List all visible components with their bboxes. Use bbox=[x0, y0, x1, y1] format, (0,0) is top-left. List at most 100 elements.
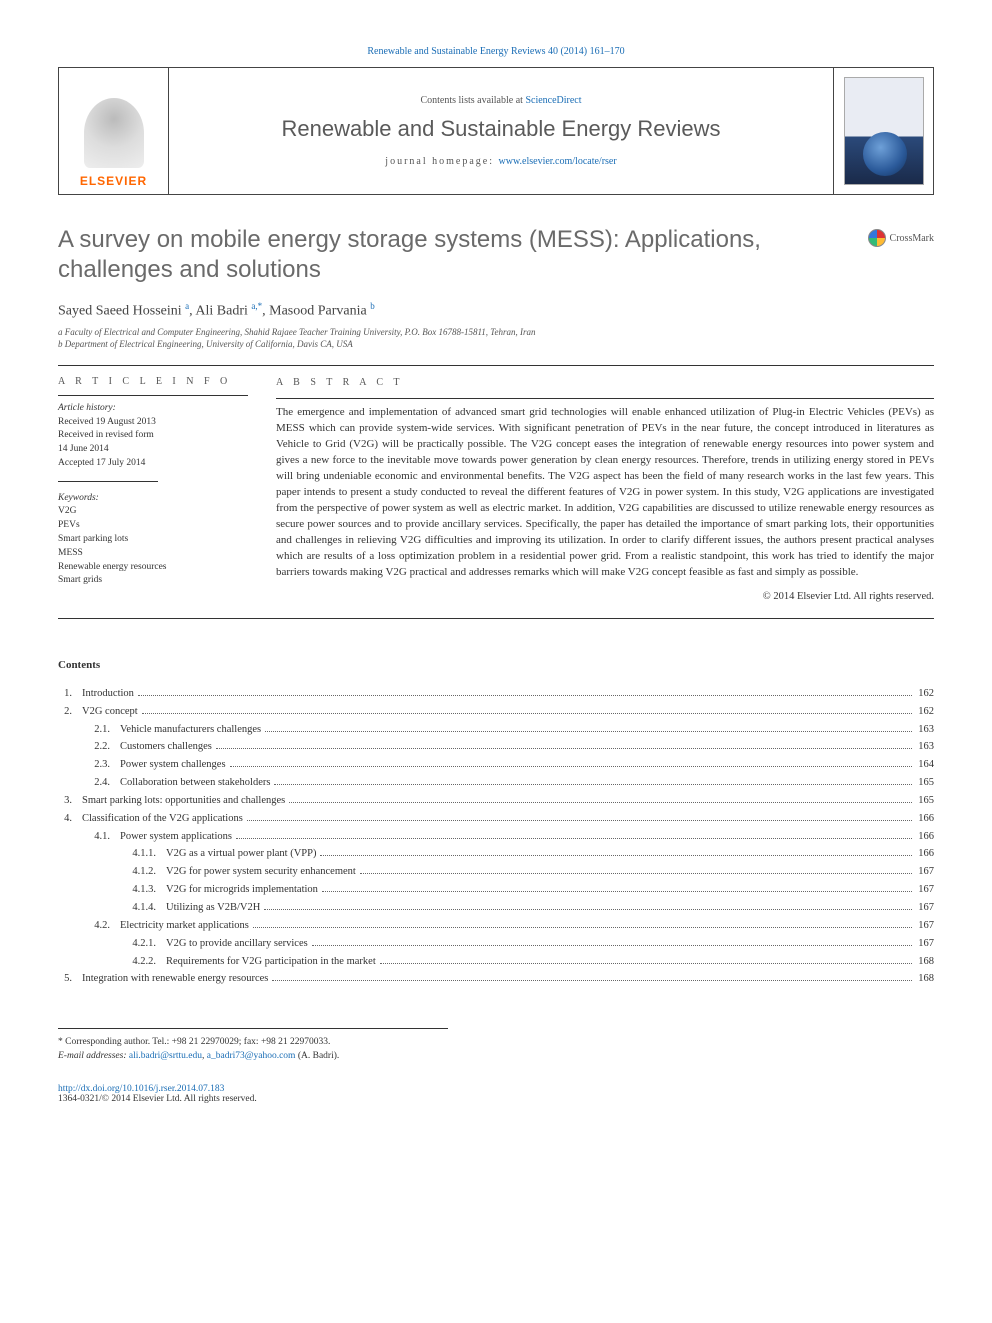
toc-row: 2.4. Collaboration between stakeholders … bbox=[58, 774, 934, 792]
affiliation-line: b Department of Electrical Engineering, … bbox=[58, 338, 934, 351]
toc-title: Electricity market applications bbox=[120, 917, 249, 935]
toc-title: Classification of the V2G applications bbox=[82, 810, 243, 828]
email-link[interactable]: a_badri73@yahoo.com bbox=[207, 1051, 296, 1061]
toc-page: 167 bbox=[916, 863, 934, 881]
homepage-link[interactable]: www.elsevier.com/locate/rser bbox=[499, 156, 617, 167]
toc-title: Power system challenges bbox=[120, 756, 226, 774]
toc-leader-dots bbox=[360, 873, 912, 874]
email-line: E-mail addresses: ali.badri@srttu.edu, a… bbox=[58, 1049, 448, 1063]
toc-title: Vehicle manufacturers challenges bbox=[120, 721, 261, 739]
toc-number: 4.1.4. bbox=[58, 899, 166, 917]
journal-homepage-line: journal homepage: www.elsevier.com/locat… bbox=[385, 156, 616, 167]
keyword: V2G bbox=[58, 505, 248, 519]
toc-page: 167 bbox=[916, 935, 934, 953]
toc-leader-dots bbox=[216, 748, 912, 749]
toc-title: Customers challenges bbox=[120, 738, 212, 756]
toc-page: 167 bbox=[916, 899, 934, 917]
toc-title: V2G for power system security enhancemen… bbox=[166, 863, 356, 881]
toc-title: V2G concept bbox=[82, 703, 138, 721]
toc-page: 168 bbox=[916, 970, 934, 988]
journal-cover-box bbox=[833, 68, 933, 194]
table-of-contents: 1. Introduction 162 2. V2G concept 162 2… bbox=[58, 685, 934, 988]
toc-title: Collaboration between stakeholders bbox=[120, 774, 270, 792]
history-line: Received 19 August 2013 bbox=[58, 416, 248, 430]
toc-page: 163 bbox=[916, 738, 934, 756]
toc-number: 4.2. bbox=[58, 917, 120, 935]
toc-page: 166 bbox=[916, 810, 934, 828]
divider bbox=[58, 365, 934, 366]
toc-row: 2.1. Vehicle manufacturers challenges 16… bbox=[58, 721, 934, 739]
toc-number: 2.1. bbox=[58, 721, 120, 739]
header-center: Contents lists available at ScienceDirec… bbox=[169, 68, 833, 194]
homepage-label: journal homepage: bbox=[385, 156, 498, 167]
publisher-logo-box: ELSEVIER bbox=[59, 68, 169, 194]
article-info-heading: A R T I C L E I N F O bbox=[58, 376, 248, 387]
article-title: A survey on mobile energy storage system… bbox=[58, 225, 850, 285]
toc-page: 167 bbox=[916, 881, 934, 899]
crossmark-badge[interactable]: CrossMark bbox=[868, 229, 934, 247]
history-line: 14 June 2014 bbox=[58, 443, 248, 457]
toc-row: 2.3. Power system challenges 164 bbox=[58, 756, 934, 774]
toc-row: 4. Classification of the V2G application… bbox=[58, 810, 934, 828]
divider bbox=[58, 481, 158, 482]
sciencedirect-link[interactable]: ScienceDirect bbox=[525, 95, 581, 106]
toc-row: 4.2.1. V2G to provide ancillary services… bbox=[58, 935, 934, 953]
toc-number: 4.1. bbox=[58, 828, 120, 846]
toc-title: Utilizing as V2B/V2H bbox=[166, 899, 260, 917]
divider bbox=[58, 618, 934, 619]
toc-page: 164 bbox=[916, 756, 934, 774]
email-link[interactable]: ali.badri@srttu.edu bbox=[129, 1051, 202, 1061]
toc-row: 2. V2G concept 162 bbox=[58, 703, 934, 721]
email-label: E-mail addresses: bbox=[58, 1051, 129, 1061]
history-line: Received in revised form bbox=[58, 429, 248, 443]
toc-page: 165 bbox=[916, 792, 934, 810]
toc-page: 166 bbox=[916, 828, 934, 846]
toc-row: 4.2.2. Requirements for V2G participatio… bbox=[58, 953, 934, 971]
issn-copyright: 1364-0321/© 2014 Elsevier Ltd. All right… bbox=[58, 1094, 934, 1104]
toc-leader-dots bbox=[230, 766, 913, 767]
toc-number: 4.1.3. bbox=[58, 881, 166, 899]
abstract-heading: A B S T R A C T bbox=[276, 376, 934, 391]
toc-page: 162 bbox=[916, 703, 934, 721]
contents-lists-label: Contents lists available at bbox=[420, 95, 525, 106]
keyword: Smart parking lots bbox=[58, 533, 248, 547]
toc-leader-dots bbox=[320, 855, 912, 856]
toc-leader-dots bbox=[322, 891, 912, 892]
crossmark-label: CrossMark bbox=[890, 233, 934, 244]
abstract-text: The emergence and implementation of adva… bbox=[276, 405, 934, 580]
publisher-name: ELSEVIER bbox=[80, 174, 147, 188]
toc-title: Requirements for V2G participation in th… bbox=[166, 953, 376, 971]
toc-row: 4.1.1. V2G as a virtual power plant (VPP… bbox=[58, 845, 934, 863]
toc-leader-dots bbox=[138, 695, 912, 696]
toc-number: 2.4. bbox=[58, 774, 120, 792]
toc-number: 4.1.2. bbox=[58, 863, 166, 881]
toc-title: Introduction bbox=[82, 685, 134, 703]
toc-leader-dots bbox=[253, 927, 912, 928]
affiliation-line: a Faculty of Electrical and Computer Eng… bbox=[58, 326, 934, 339]
toc-number: 3. bbox=[58, 792, 82, 810]
divider bbox=[276, 398, 934, 399]
toc-leader-dots bbox=[380, 963, 913, 964]
toc-number: 2. bbox=[58, 703, 82, 721]
keyword: Smart grids bbox=[58, 574, 248, 588]
elsevier-tree-icon bbox=[84, 98, 144, 168]
corresponding-author: * Corresponding author. Tel.: +98 21 229… bbox=[58, 1035, 448, 1049]
toc-leader-dots bbox=[312, 945, 913, 946]
toc-leader-dots bbox=[265, 731, 912, 732]
toc-number: 4.2.2. bbox=[58, 953, 166, 971]
toc-row: 4.1.4. Utilizing as V2B/V2H 167 bbox=[58, 899, 934, 917]
journal-header-band: ELSEVIER Contents lists available at Sci… bbox=[58, 67, 934, 195]
toc-row: 5. Integration with renewable energy res… bbox=[58, 970, 934, 988]
toc-number: 4.1.1. bbox=[58, 845, 166, 863]
journal-cover-thumbnail bbox=[844, 77, 924, 185]
history-line: Accepted 17 July 2014 bbox=[58, 457, 248, 471]
toc-number: 1. bbox=[58, 685, 82, 703]
history-label: Article history: bbox=[58, 403, 116, 413]
toc-page: 166 bbox=[916, 845, 934, 863]
toc-leader-dots bbox=[236, 838, 912, 839]
toc-title: V2G as a virtual power plant (VPP) bbox=[166, 845, 316, 863]
doi-link[interactable]: http://dx.doi.org/10.1016/j.rser.2014.07… bbox=[58, 1084, 934, 1094]
keyword: PEVs bbox=[58, 519, 248, 533]
toc-page: 162 bbox=[916, 685, 934, 703]
journal-name: Renewable and Sustainable Energy Reviews bbox=[281, 116, 720, 142]
